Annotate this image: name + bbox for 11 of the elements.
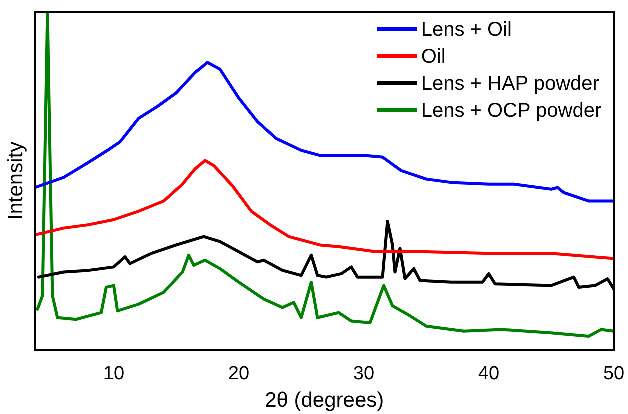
x-tick-label: 10: [103, 364, 125, 385]
x-tick-label: 30: [353, 364, 375, 385]
legend-label: Lens + HAP powder: [421, 73, 600, 96]
x-tick-label: 40: [478, 364, 500, 385]
y-axis-title: Intensity: [4, 141, 28, 220]
x-tick-label: 50: [603, 364, 625, 385]
x-axis-title: 2θ (degrees): [265, 389, 384, 412]
legend-label: Lens + OCP powder: [421, 100, 602, 122]
x-tick-label: 20: [228, 364, 250, 385]
legend-label: Lens + Oil: [421, 19, 512, 42]
legend-label: Oil: [421, 46, 446, 68]
